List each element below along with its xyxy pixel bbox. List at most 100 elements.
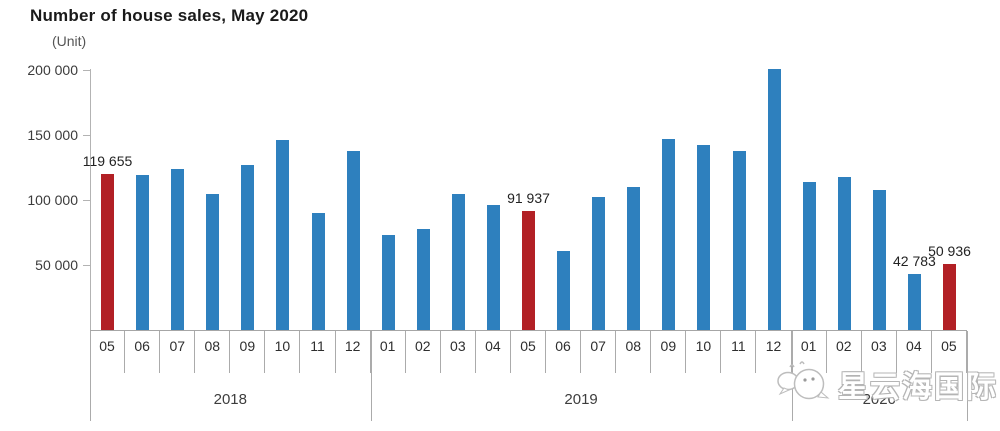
month-tick-label: 09 (230, 331, 266, 373)
bar-highlighted (522, 210, 535, 330)
bar (697, 145, 711, 330)
bar-value-label: 119 655 (82, 153, 133, 170)
month-label-text: 01 (379, 338, 396, 354)
month-label-text: 10 (695, 338, 712, 354)
month-label-text: 04 (485, 338, 501, 354)
chart-title: Number of house sales, May 2020 (30, 6, 309, 25)
bar (276, 140, 290, 330)
year-label: 2020 (862, 391, 896, 408)
y-tick-mark (83, 70, 90, 71)
y-tick-label: 100 000 (27, 192, 78, 208)
bar (486, 205, 500, 330)
year-divider-line (90, 331, 91, 421)
bar-value-label: 42 783 (892, 253, 936, 270)
month-label-text: 11 (731, 338, 746, 354)
y-tick-mark (83, 265, 90, 266)
month-tick-label: 12 (757, 331, 792, 373)
bar (381, 235, 395, 330)
month-label-text: 06 (134, 338, 150, 354)
watermark: 星云海国际 (776, 358, 998, 409)
month-tick-label: 10 (265, 331, 301, 373)
month-label-text: 07 (169, 338, 186, 354)
x-axis-line (90, 330, 967, 331)
watermark-text: 星云海国际 (838, 370, 998, 404)
month-tick-label: 11 (721, 331, 757, 373)
month-tick-label: 09 (651, 331, 687, 373)
month-tick-label: 06 (546, 331, 582, 373)
month-label-text: 10 (274, 338, 291, 354)
bar (206, 193, 220, 330)
month-label-text: 12 (344, 338, 361, 354)
month-tick-label: 08 (616, 331, 652, 373)
bar-value-label: 50 936 (928, 242, 971, 259)
month-tick-label: 06 (125, 331, 161, 373)
month-tick-label: 05 (932, 331, 967, 373)
whale-icon (776, 358, 834, 409)
month-tick-label: 02 (406, 331, 441, 373)
month-tick-label: 01 (371, 331, 406, 373)
month-label-text: 02 (414, 338, 431, 354)
y-tick-mark (83, 200, 90, 201)
bar (451, 193, 465, 330)
month-label-text: 07 (590, 338, 606, 354)
month-label-text: 01 (800, 338, 817, 354)
month-tick-label: 12 (336, 331, 371, 373)
y-tick-label: 50 000 (35, 257, 78, 273)
month-label-text: 02 (835, 338, 852, 354)
month-label-text: 03 (871, 338, 887, 354)
month-tick-label: 05 (511, 331, 547, 373)
bar (171, 168, 185, 330)
bar (627, 187, 641, 330)
bar (592, 197, 606, 330)
month-tick-label: 10 (686, 331, 722, 373)
year-label: 2019 (564, 391, 598, 408)
year-divider-line (967, 331, 968, 421)
month-tick-label: 03 (862, 331, 897, 373)
month-label-text: 09 (239, 338, 256, 354)
y-tick-label: 200 000 (27, 62, 78, 78)
bar (346, 150, 360, 330)
month-tick-label: 05 (90, 331, 126, 373)
month-label-text: 04 (906, 338, 922, 354)
month-label-text: 06 (555, 338, 571, 354)
month-label-text: 05 (520, 338, 536, 354)
bar (662, 138, 676, 330)
bar (837, 176, 851, 330)
month-tick-label: 03 (441, 331, 476, 373)
y-tick-mark (83, 135, 90, 136)
month-tick-label: 02 (827, 331, 862, 373)
year-label: 2018 (213, 391, 247, 408)
month-label-text: 12 (765, 338, 782, 354)
bar (416, 228, 430, 330)
bar (872, 189, 886, 330)
month-label-text: 05 (941, 338, 957, 354)
bar-highlighted (943, 263, 956, 330)
month-tick-label: 04 (476, 331, 511, 373)
bar-highlighted (101, 174, 114, 330)
bar (767, 68, 781, 330)
bar-value-label: 91 937 (507, 189, 550, 206)
bar (311, 213, 325, 330)
bar (732, 150, 746, 330)
month-tick-label: 11 (301, 331, 336, 373)
month-label-text: 05 (99, 338, 115, 354)
month-label-text: 08 (625, 338, 642, 354)
month-tick-label: 04 (897, 331, 932, 373)
month-label-text: 03 (450, 338, 466, 354)
bar (241, 164, 255, 330)
y-axis-line (90, 69, 91, 330)
y-tick-label: 150 000 (27, 127, 78, 143)
bar (907, 274, 921, 330)
month-tick-label: 08 (195, 331, 231, 373)
month-tick-label: 07 (581, 331, 617, 373)
month-tick-label: 07 (160, 331, 196, 373)
unit-label: (Unit) (52, 33, 87, 49)
bar (557, 250, 571, 330)
month-label-text: 09 (660, 338, 677, 354)
month-label-text: 08 (204, 338, 221, 354)
year-divider-line (370, 331, 372, 421)
month-tick-label: 01 (792, 331, 827, 373)
bar (136, 175, 150, 330)
bar (802, 181, 816, 330)
